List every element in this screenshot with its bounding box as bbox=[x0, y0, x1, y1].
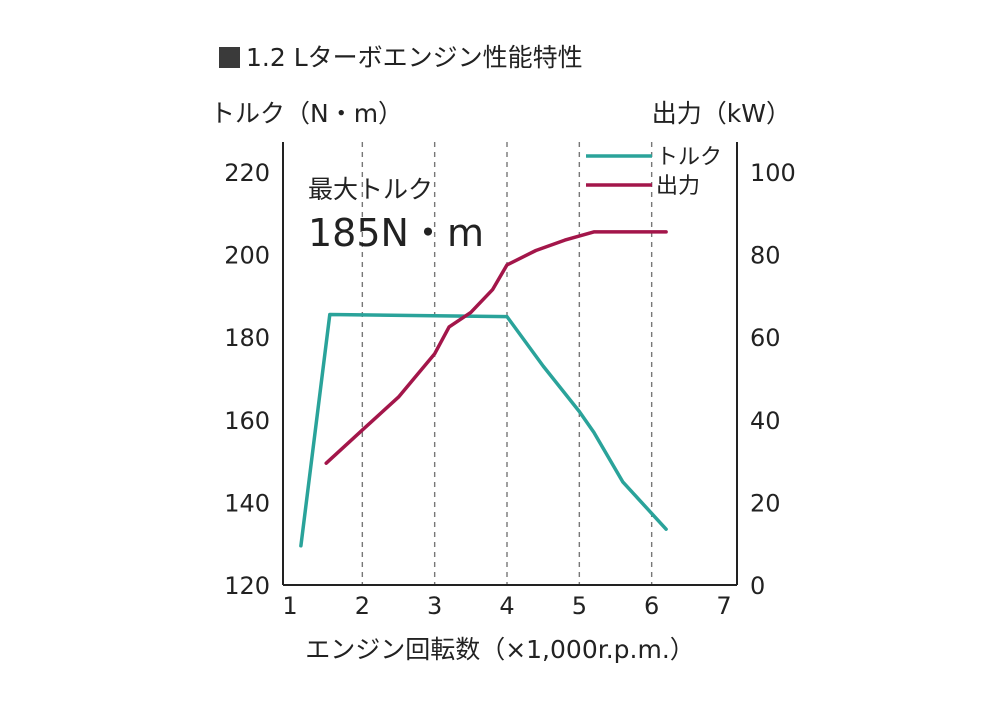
y-left-tick-label: 140 bbox=[224, 489, 270, 517]
y-right-tick-label: 80 bbox=[750, 242, 781, 270]
y-right-tick-label: 100 bbox=[750, 159, 796, 187]
x-tick-label: 7 bbox=[716, 592, 731, 620]
legend-label: 出力 bbox=[656, 174, 700, 199]
x-tick-label: 2 bbox=[355, 592, 370, 620]
y-left-tick-label: 180 bbox=[224, 324, 270, 352]
tick-labels: 1 2 3 4 5 6 7 120 140 160 180 200 220 0 20 40 60 80 100 bbox=[224, 159, 796, 620]
legend-label: トルク bbox=[656, 145, 722, 170]
x-tick-label: 5 bbox=[572, 592, 587, 620]
x-axis-label: エンジン回転数（×1,000r.p.m.） bbox=[305, 635, 695, 664]
title-marker bbox=[219, 47, 240, 68]
x-tick-label: 4 bbox=[499, 592, 514, 620]
annotation-line1: 最大トルク bbox=[308, 175, 433, 204]
y-left-tick-label: 160 bbox=[224, 407, 270, 435]
x-tick-label: 1 bbox=[282, 592, 297, 620]
x-tick-label: 3 bbox=[427, 592, 442, 620]
left-axis-label: トルク（N・m） bbox=[210, 99, 403, 128]
y-right-tick-label: 20 bbox=[750, 489, 781, 517]
series-lines bbox=[299, 230, 668, 548]
y-right-tick-label: 40 bbox=[750, 407, 781, 435]
right-axis-label: 出力（kW） bbox=[652, 99, 791, 128]
y-left-tick-label: 200 bbox=[224, 242, 270, 270]
annotation-line2: 185N・m bbox=[308, 211, 484, 255]
x-tick-label: 6 bbox=[644, 592, 659, 620]
y-right-tick-label: 60 bbox=[750, 324, 781, 352]
y-right-tick-label: 0 bbox=[750, 572, 765, 600]
grid-lines bbox=[361, 142, 653, 585]
series-line-power bbox=[324, 230, 668, 465]
y-left-tick-label: 220 bbox=[224, 159, 270, 187]
chart-title: 1.2 Lターボエンジン性能特性 bbox=[246, 43, 583, 72]
series-line-torque bbox=[299, 312, 668, 548]
y-left-tick-label: 120 bbox=[224, 572, 270, 600]
